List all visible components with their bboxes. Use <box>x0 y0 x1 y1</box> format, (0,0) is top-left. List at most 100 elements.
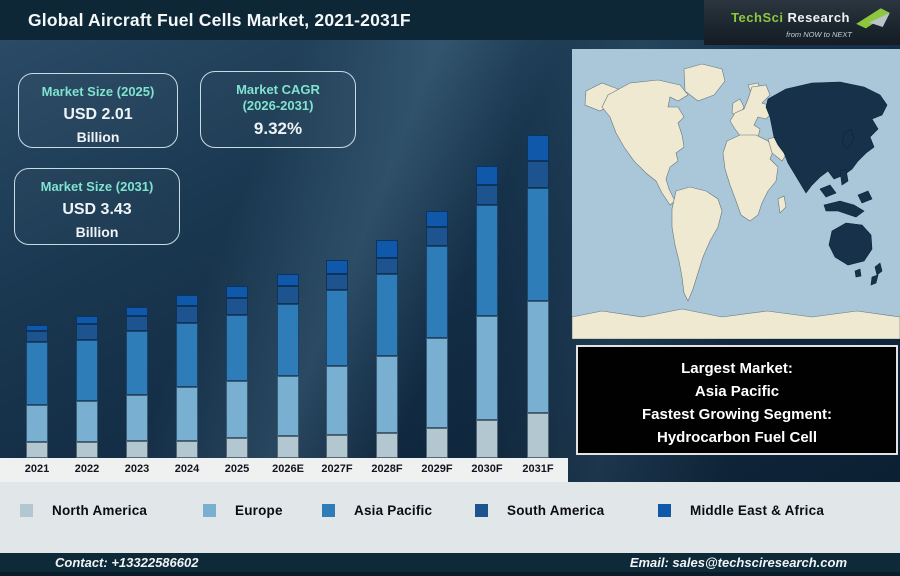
x-tick-2029F: 2029F <box>421 463 453 475</box>
info-box-label: Market CAGR (2026-2031) <box>236 82 320 113</box>
logo-brand-primary: TechSci <box>731 10 784 25</box>
bar-2025 <box>226 286 248 458</box>
bar-2026E <box>277 274 299 458</box>
segment-2030F-middle-east-africa <box>476 166 498 185</box>
segment-2021-asia-pacific <box>26 342 48 405</box>
map-tasmania <box>854 268 862 278</box>
bar-2031F <box>527 135 549 458</box>
info-box-market-size-2031: Market Size (2031) USD 3.43 Billion <box>14 168 180 245</box>
legend-strip: North America Europe Asia Pacific South Ame… <box>0 482 900 553</box>
segment-2021-north-america <box>26 442 48 458</box>
x-tick-2025: 2025 <box>224 463 250 475</box>
map-indonesia-3 <box>857 190 873 204</box>
footer-bar: Contact: +13322586602 Email: sales@techs… <box>0 553 900 576</box>
bar-2028F <box>376 240 398 458</box>
segment-2031F-middle-east-africa <box>527 135 549 161</box>
info-box-value: USD 3.43 <box>62 201 132 218</box>
map-japan <box>841 128 855 150</box>
segment-2022-north-america <box>76 442 98 458</box>
segment-2027F-asia-pacific <box>326 290 348 366</box>
segment-2025-asia-pacific <box>226 315 248 381</box>
bar-2024 <box>176 295 198 458</box>
segment-2024-north-america <box>176 441 198 458</box>
info-box-market-size-2025: Market Size (2025) USD 2.01 Billion <box>18 73 178 148</box>
legend-swatch-icon <box>322 504 335 517</box>
footer-email: Email: sales@techsciresearch.com <box>629 555 847 570</box>
info-box-value: 9.32% <box>253 119 303 138</box>
segment-2026E-europe <box>277 376 299 436</box>
logo-arrow-icon <box>856 7 890 28</box>
map-europe <box>729 84 773 142</box>
x-tick-2023: 2023 <box>124 463 150 475</box>
x-tick-2031F: 2031F <box>522 463 554 475</box>
segment-2024-middle-east-africa <box>176 295 198 306</box>
legend-label: Europe <box>235 503 283 518</box>
info-box-label: Market Size (2031) <box>40 179 154 194</box>
map-new-zealand-south <box>870 274 879 286</box>
info-box-value: USD 2.01 <box>63 106 133 123</box>
logo-row: TechSci Research <box>731 7 890 29</box>
segment-2028F-asia-pacific <box>376 274 398 356</box>
logo-block: TechSci Research from NOW to NEXT <box>704 0 900 45</box>
callout-line-1: Largest Market: <box>681 360 793 377</box>
legend-item-south-america: South America <box>475 503 604 518</box>
segment-2030F-south-america <box>476 185 498 205</box>
segment-2023-europe <box>126 395 148 441</box>
bar-2023 <box>126 307 148 458</box>
bar-2030F <box>476 166 498 458</box>
segment-2028F-europe <box>376 356 398 433</box>
callout-box: Largest Market: Asia Pacific Fastest Gro… <box>576 345 898 455</box>
axis-strip: 2021 2022 2023 2024 2025 2026E 2027F 2028F 2029F… <box>0 458 568 482</box>
segment-2024-europe <box>176 387 198 441</box>
legend-swatch-icon <box>20 504 33 517</box>
segment-2027F-south-america <box>326 274 348 290</box>
legend-label: North America <box>52 503 148 518</box>
segment-2027F-north-america <box>326 435 348 458</box>
x-tick-2021: 2021 <box>24 463 50 475</box>
map-north-america <box>601 79 689 206</box>
legend-label: South America <box>507 503 605 518</box>
segment-2028F-middle-east-africa <box>376 240 398 258</box>
logo-brand-secondary: Research <box>787 10 850 25</box>
bar-2027F <box>326 260 348 458</box>
segment-2031F-south-america <box>527 161 549 188</box>
segment-2031F-north-america <box>527 413 549 458</box>
segment-2029F-south-america <box>426 227 448 246</box>
map-australia <box>828 222 873 266</box>
segment-2030F-europe <box>476 316 498 420</box>
info-box-label: Market Size (2025) <box>41 84 155 99</box>
segment-2031F-asia-pacific <box>527 188 549 301</box>
segment-2022-asia-pacific <box>76 340 98 401</box>
segment-2026E-asia-pacific <box>277 304 299 376</box>
segment-2030F-north-america <box>476 420 498 458</box>
segment-2021-europe <box>26 405 48 442</box>
map-madagascar <box>777 195 787 214</box>
segment-2025-north-america <box>226 438 248 458</box>
callout-line-2: Asia Pacific <box>694 383 780 400</box>
segment-2029F-europe <box>426 338 448 428</box>
world-map <box>571 49 900 340</box>
segment-2026E-north-america <box>277 436 299 458</box>
page-title: Global Aircraft Fuel Cells Market, 2021-… <box>28 9 411 30</box>
segment-2022-europe <box>76 401 98 442</box>
segment-2026E-south-america <box>277 286 299 304</box>
segment-2029F-north-america <box>426 428 448 458</box>
segment-2023-middle-east-africa <box>126 307 148 316</box>
legend-item-europe: Europe <box>203 503 283 518</box>
legend-item-asia-pacific: Asia Pacific <box>322 503 432 518</box>
world-map-svg <box>571 49 900 340</box>
segment-2021-middle-east-africa <box>26 325 48 331</box>
callout-line-3: Fastest Growing Segment: <box>641 406 833 423</box>
legend-swatch-icon <box>658 504 671 517</box>
x-tick-2026E: 2026E <box>272 463 304 475</box>
x-tick-2024: 2024 <box>174 463 200 475</box>
segment-2021-south-america <box>26 331 48 342</box>
logo-tagline: from NOW to NEXT <box>786 29 852 39</box>
segment-2022-south-america <box>76 324 98 340</box>
legend-swatch-icon <box>203 504 216 517</box>
legend-swatch-icon <box>475 504 488 517</box>
segment-2030F-asia-pacific <box>476 205 498 316</box>
segment-2022-middle-east-africa <box>76 316 98 324</box>
info-box-unit: Billion <box>75 224 119 240</box>
